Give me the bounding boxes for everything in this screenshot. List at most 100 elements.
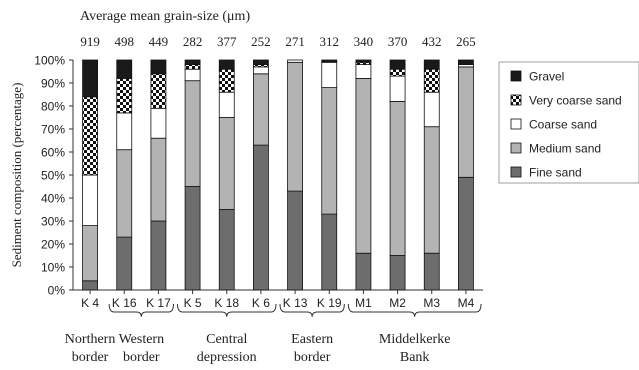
bar-segment-gravel <box>423 59 440 70</box>
y-tick-label: 40% <box>41 192 65 206</box>
bar-segment-fine-sand <box>355 252 372 291</box>
grain-size-label: 498 <box>115 34 135 49</box>
bar-segment-coarse-sand <box>389 75 406 102</box>
bar-segment-very-coarse-sand <box>218 68 235 93</box>
grain-size-label: 370 <box>388 34 408 49</box>
group-brace <box>108 303 174 317</box>
top-title: Average mean grain-size (μm) <box>80 9 250 24</box>
bar-segment-coarse-sand <box>253 66 269 75</box>
bar-segment-coarse-sand <box>287 59 303 63</box>
x-tick-label: M1 <box>355 296 372 310</box>
grain-size-label: 282 <box>183 34 203 49</box>
x-tick-label: M4 <box>458 296 475 310</box>
y-tick-label: 30% <box>41 215 65 229</box>
group-label: Western <box>119 332 165 347</box>
bar-segment-gravel <box>389 59 406 70</box>
bar-segment-coarse-sand <box>355 64 372 79</box>
group-label: Eastern <box>291 332 333 347</box>
bar-segment-gravel <box>82 59 98 98</box>
x-tick-label: K 13 <box>283 296 308 310</box>
bar-segment-gravel <box>150 59 167 75</box>
x-tick-label: K 6 <box>252 296 270 310</box>
bar-segment-coarse-sand <box>116 112 133 151</box>
group-label: depression <box>197 350 257 365</box>
bar-segment-very-coarse-sand <box>184 64 201 70</box>
bar-segment-fine-sand <box>150 220 167 291</box>
bar-segment-medium-sand <box>287 61 303 192</box>
grain-size-label: 377 <box>217 34 237 49</box>
group-label: Bank <box>400 350 430 365</box>
bar-segment-fine-sand <box>321 213 338 291</box>
bar-segment-very-coarse-sand <box>389 68 406 77</box>
bar-segment-very-coarse-sand <box>423 68 440 93</box>
grain-size-label: 252 <box>251 34 271 49</box>
bar-segment-fine-sand <box>184 186 201 291</box>
grain-size-label: 271 <box>285 34 305 49</box>
bar-segment-coarse-sand <box>423 91 440 128</box>
grain-size-label: 919 <box>80 34 100 49</box>
grain-size-label: 265 <box>456 34 476 49</box>
bar-segment-medium-sand <box>355 78 372 254</box>
bar-segment-coarse-sand <box>321 61 338 88</box>
legend-swatch-very-coarse-sand <box>510 94 522 106</box>
bar-segment-coarse-sand <box>218 91 235 118</box>
x-tick-label: K 4 <box>81 296 99 310</box>
bar-segment-very-coarse-sand <box>116 78 133 114</box>
x-tick-label: K 19 <box>317 296 342 310</box>
grain-size-label: 340 <box>354 34 374 49</box>
y-axis-label: Sediment composition (percentage) <box>9 83 24 268</box>
bar-segment-medium-sand <box>458 66 474 178</box>
bar-segment-coarse-sand <box>184 68 201 82</box>
bar-segment-fine-sand <box>253 144 269 291</box>
grain-size-label: 449 <box>149 34 169 49</box>
legend-label: Gravel <box>529 70 564 84</box>
bar-segment-gravel <box>458 59 474 65</box>
grain-size-label: 432 <box>422 34 442 49</box>
x-tick-label: K 5 <box>184 296 202 310</box>
bar-segment-gravel <box>218 59 235 70</box>
y-tick-label: 70% <box>41 123 65 137</box>
bar-segment-gravel <box>355 59 372 63</box>
group-label: border <box>72 350 109 365</box>
x-tick-label: K 18 <box>214 296 239 310</box>
y-tick-label: 0% <box>48 284 66 298</box>
group-brace <box>347 303 482 317</box>
bar-segment-fine-sand <box>287 190 303 291</box>
plot-area: 0% 10% 20% 30% 40% 50% 60% 70% 80% 90% 100% K 4 919 K… <box>34 34 483 365</box>
bar-segment-gravel <box>116 59 133 79</box>
bar-segment-very-coarse-sand <box>150 73 167 109</box>
group-label: border <box>123 350 160 365</box>
bar-segment-medium-sand <box>321 87 338 215</box>
group-label: Middelkerke <box>379 332 451 347</box>
bar-segment-fine-sand <box>116 236 133 291</box>
y-tick-label: 100% <box>34 54 65 68</box>
bar-segment-medium-sand <box>253 73 269 146</box>
y-tick-label: 90% <box>41 77 65 91</box>
legend-swatch-gravel <box>510 70 522 82</box>
x-tick-label: M3 <box>423 296 440 310</box>
legend-swatch-fine-sand <box>510 166 522 178</box>
bar-segment-fine-sand <box>423 252 440 291</box>
bar-segment-fine-sand <box>389 255 406 291</box>
legend-label: Coarse sand <box>529 118 597 132</box>
x-tick-label: K 16 <box>112 296 137 310</box>
legend-swatch-coarse-sand <box>510 118 522 130</box>
bar-segment-coarse-sand <box>150 107 167 139</box>
y-tick-label: 80% <box>41 100 65 114</box>
bar-segment-medium-sand <box>389 101 406 256</box>
group-brace <box>279 303 345 317</box>
legend-box <box>498 61 639 184</box>
bar-segment-very-coarse-sand <box>82 96 98 176</box>
bar-segment-medium-sand <box>218 117 235 210</box>
x-tick-label: K 17 <box>146 296 171 310</box>
bar-segment-medium-sand <box>423 126 440 254</box>
x-tick-label: M2 <box>389 296 406 310</box>
bar-segment-gravel <box>184 59 201 65</box>
y-tick-label: 60% <box>41 146 65 160</box>
y-tick-label: 20% <box>41 238 65 252</box>
bar-segment-fine-sand <box>218 209 235 291</box>
grain-size-label: 312 <box>320 34 340 49</box>
legend-swatch-medium-sand <box>510 142 522 154</box>
legend-label: Fine sand <box>529 166 582 180</box>
bar-segment-gravel <box>321 59 338 63</box>
